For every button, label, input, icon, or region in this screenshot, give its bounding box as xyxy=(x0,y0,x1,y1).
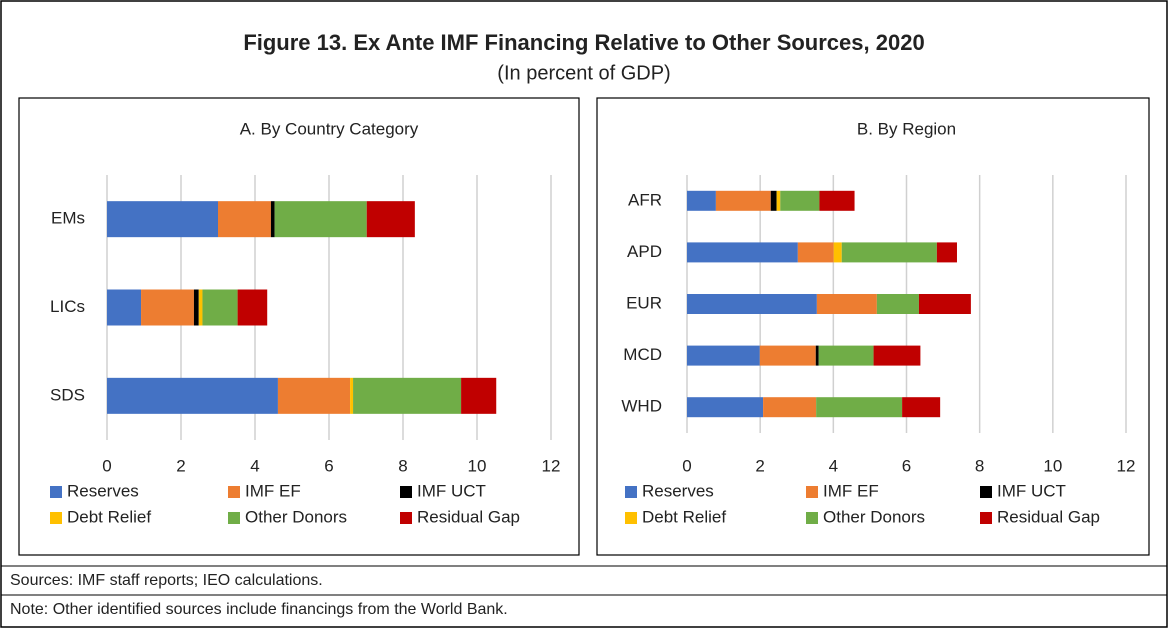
x-tick-label: 8 xyxy=(398,456,407,475)
bar-segment xyxy=(202,289,238,326)
bar-segment xyxy=(876,294,919,314)
bar-segment xyxy=(107,201,218,238)
bar-segment xyxy=(797,242,834,263)
bar-segment xyxy=(687,294,817,314)
bar-segment xyxy=(353,377,462,414)
bar-segment xyxy=(277,377,351,414)
bar-segment xyxy=(350,377,354,414)
figure-subtitle: (In percent of GDP) xyxy=(497,62,670,84)
legend-swatch xyxy=(625,486,637,498)
panel-border xyxy=(18,97,580,556)
x-tick-label: 6 xyxy=(902,456,911,475)
bar-segment xyxy=(141,289,194,326)
bar-segment xyxy=(770,190,777,211)
legend-swatch xyxy=(50,512,62,524)
legend-swatch xyxy=(400,486,412,498)
x-tick-label: 6 xyxy=(324,456,333,475)
bar-segment xyxy=(193,289,199,326)
legend-label: Reserves xyxy=(67,481,139,500)
y-tick-label: EMs xyxy=(51,209,85,228)
bar-segment xyxy=(815,345,819,366)
x-tick-label: 10 xyxy=(468,456,487,475)
y-tick-label: WHD xyxy=(621,397,662,416)
bar-segment xyxy=(198,289,203,326)
x-tick-label: 2 xyxy=(755,456,764,475)
bar-segment xyxy=(274,201,367,238)
bar-segment xyxy=(918,294,971,314)
panel-border xyxy=(596,97,1150,556)
bar-segment xyxy=(237,289,268,326)
bar-segment xyxy=(461,377,497,414)
legend-label: Reserves xyxy=(642,481,714,500)
panel-title: A. By Country Category xyxy=(240,119,419,138)
legend-swatch xyxy=(806,512,818,524)
x-tick-label: 12 xyxy=(542,456,561,475)
bar-segment xyxy=(759,345,816,366)
y-tick-label: AFR xyxy=(628,190,662,209)
legend-swatch xyxy=(228,486,240,498)
bar-segment xyxy=(819,190,855,211)
bar-segment xyxy=(763,397,817,418)
legend-swatch xyxy=(980,486,992,498)
x-tick-label: 0 xyxy=(102,456,111,475)
bar-segment xyxy=(780,190,820,211)
legend-swatch xyxy=(400,512,412,524)
bar-segment xyxy=(687,242,798,263)
x-tick-label: 10 xyxy=(1043,456,1062,475)
bar-segment xyxy=(816,294,877,314)
sources: Sources: IMF staff reports; IEO calculat… xyxy=(10,572,323,589)
legend-swatch xyxy=(228,512,240,524)
y-tick-label: MCD xyxy=(623,345,662,364)
bar-segment xyxy=(218,201,271,238)
x-tick-label: 12 xyxy=(1117,456,1136,475)
x-tick-label: 2 xyxy=(176,456,185,475)
y-tick-label: EUR xyxy=(626,293,662,312)
bar-segment xyxy=(107,289,142,326)
y-tick-label: APD xyxy=(627,242,662,261)
bar-segment xyxy=(902,397,941,418)
legend-label: Other Donors xyxy=(823,507,925,526)
y-tick-label: SDS xyxy=(50,385,85,404)
bar-segment xyxy=(107,377,278,414)
figure-title: Figure 13. Ex Ante IMF Financing Relativ… xyxy=(243,30,924,55)
y-tick-label: LICs xyxy=(50,297,85,316)
legend-swatch xyxy=(50,486,62,498)
bar-segment xyxy=(936,242,957,263)
bar-segment xyxy=(687,345,760,366)
x-tick-label: 4 xyxy=(829,456,838,475)
x-tick-label: 0 xyxy=(682,456,691,475)
bar-segment xyxy=(833,242,842,263)
bar-segment xyxy=(816,397,903,418)
legend-label: Other Donors xyxy=(245,507,347,526)
bar-segment xyxy=(687,190,716,211)
legend-label: Residual Gap xyxy=(997,507,1100,526)
bar-segment xyxy=(270,201,275,238)
legend-label: IMF UCT xyxy=(417,481,486,500)
legend-swatch xyxy=(625,512,637,524)
x-tick-label: 8 xyxy=(975,456,984,475)
legend-label: IMF UCT xyxy=(997,481,1066,500)
note: Note: Other identified sources include f… xyxy=(10,601,508,618)
legend-swatch xyxy=(980,512,992,524)
bar-segment xyxy=(841,242,937,263)
legend-label: IMF EF xyxy=(245,481,301,500)
bar-segment xyxy=(366,201,415,238)
bar-segment xyxy=(873,345,921,366)
legend-label: Residual Gap xyxy=(417,507,520,526)
bar-segment xyxy=(818,345,874,366)
bar-segment xyxy=(776,190,781,211)
bar-segment xyxy=(715,190,771,211)
legend-label: IMF EF xyxy=(823,481,879,500)
x-tick-label: 4 xyxy=(250,456,259,475)
legend-label: Debt Relief xyxy=(67,507,151,526)
bar-segment xyxy=(687,397,764,418)
legend-swatch xyxy=(806,486,818,498)
panel-title: B. By Region xyxy=(857,119,956,138)
legend-label: Debt Relief xyxy=(642,507,726,526)
